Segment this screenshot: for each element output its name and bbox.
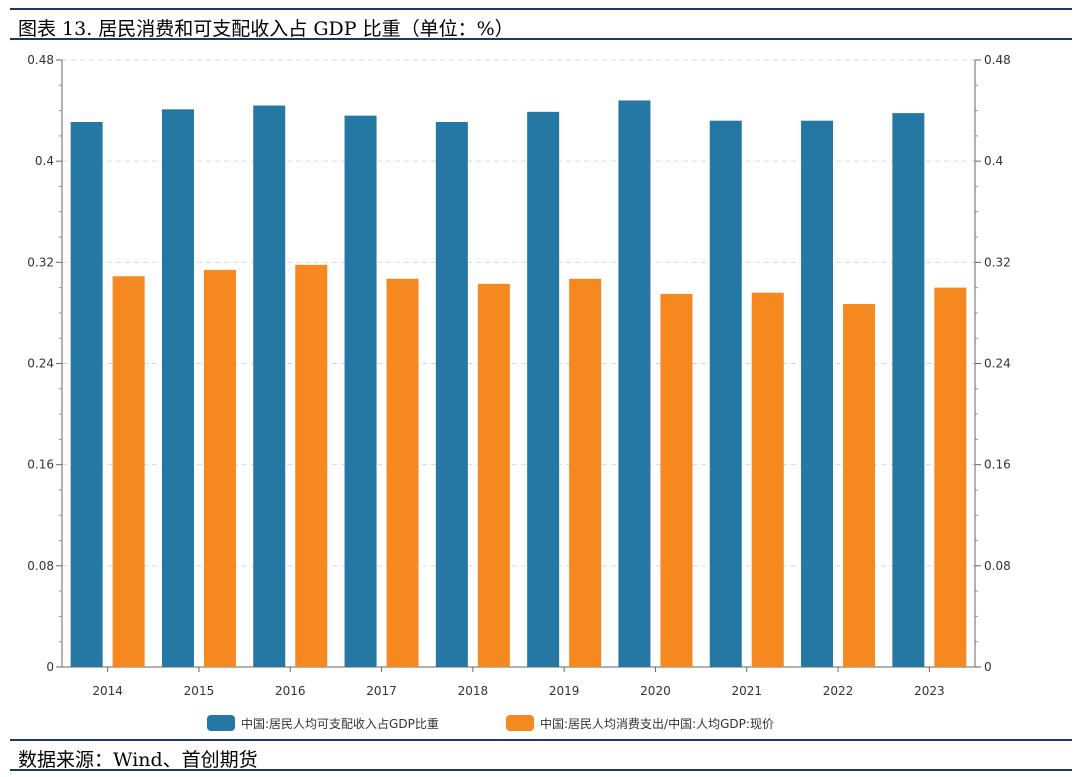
bar-income-share (435, 121, 468, 667)
bar-consumption-share (477, 283, 510, 667)
axis-layer (56, 59, 981, 672)
bar-consumption-share (386, 278, 419, 667)
bar-chart: 0 0 0.08 0.08 0.16 0.16 0.24 0.24 0.32 0.32 0.4 0.4… (27, 53, 1011, 731)
y-tick-label: 0.16 (27, 458, 54, 472)
bar-consumption-share (934, 287, 967, 667)
x-tick-label: 2016 (275, 684, 306, 698)
title-bar: 图表 13. 居民消费和可支配收入占 GDP 比重（单位：%） (10, 8, 1072, 40)
x-tick-label: 2021 (731, 684, 762, 698)
x-tick-label: 2018 (458, 684, 489, 698)
legend-swatch-income (207, 715, 235, 731)
y-tick-label: 0.32 (27, 255, 54, 269)
y2-tick-label: 0.4 (984, 154, 1003, 168)
bar-consumption-share (843, 304, 876, 667)
x-tick-label: 2017 (366, 684, 397, 698)
bar-income-share (709, 120, 742, 667)
x-tick-label: 2015 (184, 684, 215, 698)
figure-frame: 图表 13. 居民消费和可支配收入占 GDP 比重（单位：%） 0 0 0.08 0.… (10, 8, 1072, 771)
bar-consumption-share (660, 293, 693, 667)
legend-swatch-consumption (506, 715, 534, 731)
bar-income-share (618, 100, 651, 667)
bar-consumption-share (751, 292, 784, 667)
x-tick-label: 2019 (549, 684, 580, 698)
bar-income-share (527, 111, 560, 668)
x-tick-label: 2022 (823, 684, 854, 698)
y-tick-label: 0.48 (27, 53, 54, 67)
legend-label-consumption: 中国:居民人均消费支出/中国:人均GDP:现价 (540, 716, 774, 731)
x-tick-label: 2023 (914, 684, 945, 698)
tick-label-layer: 0 0 0.08 0.08 0.16 0.16 0.24 0.24 0.32 0.32 0.4 0.4… (27, 53, 1010, 698)
legend-label-income: 中国:居民人均可支配收入占GDP比重 (241, 716, 439, 731)
bar-income-share (161, 109, 194, 668)
bar-income-share (253, 105, 286, 667)
y-tick-label: 0 (46, 660, 54, 674)
x-tick-label: 2014 (92, 684, 123, 698)
bar-income-share (70, 121, 103, 667)
y-tick-label: 0.24 (27, 357, 54, 371)
grid-layer (62, 59, 975, 567)
bar-income-share (801, 120, 834, 667)
bar-layer (70, 100, 967, 668)
bar-consumption-share (203, 269, 236, 667)
y-tick-label: 0.08 (27, 559, 54, 573)
bar-income-share (344, 115, 377, 668)
y2-tick-label: 0.32 (984, 255, 1011, 269)
y2-tick-label: 0.48 (984, 53, 1011, 67)
bar-consumption-share (112, 276, 145, 667)
source-bar: 数据来源：Wind、首创期货 (10, 739, 1072, 771)
legend: 中国:居民人均可支配收入占GDP比重 中国:居民人均消费支出/中国:人均GDP:现… (207, 715, 774, 731)
x-tick-label: 2020 (640, 684, 671, 698)
y2-tick-label: 0.24 (984, 357, 1011, 371)
y2-tick-label: 0 (984, 660, 992, 674)
source-note: 数据来源：Wind、首创期货 (18, 749, 258, 771)
y-tick-label: 0.4 (35, 154, 54, 168)
bar-income-share (892, 113, 925, 668)
figure-title: 图表 13. 居民消费和可支配收入占 GDP 比重（单位：%） (18, 18, 514, 40)
bar-consumption-share (569, 278, 602, 667)
bar-consumption-share (295, 264, 328, 667)
y2-tick-label: 0.08 (984, 559, 1011, 573)
y2-tick-label: 0.16 (984, 458, 1011, 472)
